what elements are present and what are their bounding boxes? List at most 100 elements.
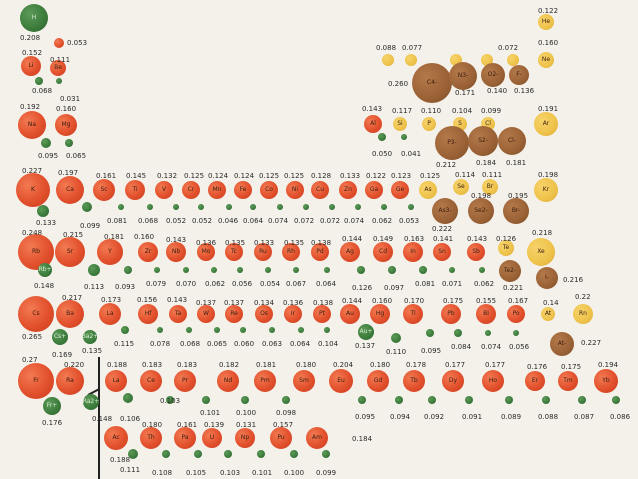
radius-value: 0.126 xyxy=(496,235,517,243)
radius-value: 0.095 xyxy=(355,413,376,421)
radius-value: 0.060 xyxy=(234,340,255,348)
ion-nd3-: Nd3+ xyxy=(241,396,249,404)
symbol-label: Cr xyxy=(187,186,195,193)
radius-value: 0.183 xyxy=(142,361,163,369)
atom-au: Au xyxy=(340,304,360,324)
radius-value: 0.063 xyxy=(262,340,283,348)
symbol-label: Al xyxy=(370,120,376,127)
atom-pa: Pa xyxy=(174,427,196,449)
symbol-label: W xyxy=(203,310,209,317)
atom-cs: Cs xyxy=(18,296,54,332)
radius-value: 0.126 xyxy=(352,284,373,292)
ion-al3-: Al3+ xyxy=(378,133,386,141)
radius-value: 0.217 xyxy=(62,294,83,302)
radius-value: 0.089 xyxy=(501,413,522,421)
radius-value: 0.128 xyxy=(311,172,332,180)
ion-ta5-: Ta5+ xyxy=(186,327,192,333)
symbol-label: Ne xyxy=(541,56,551,63)
symbol-label: Au+ xyxy=(359,328,373,335)
ion-k-: K+ xyxy=(37,205,49,217)
radius-value: 0.169 xyxy=(52,351,73,359)
radius-value: 0.143 xyxy=(362,105,383,113)
symbol-label: Pd xyxy=(316,248,324,255)
ion-li-: Li+ xyxy=(35,77,43,85)
atom-sr: Sr xyxy=(55,237,85,267)
ion-er3-: Er3+ xyxy=(542,396,550,404)
symbol-label: Nb xyxy=(171,248,181,255)
ion-br-: Br- xyxy=(503,198,529,224)
radius-value: 0.218 xyxy=(532,229,553,237)
symbol-label: Cl xyxy=(485,120,491,127)
radius-value: 0.052 xyxy=(166,217,187,225)
radius-value: 0.149 xyxy=(373,235,394,243)
atom-nd: Nd xyxy=(217,370,239,392)
ion-bi5-: Bi5+ xyxy=(485,330,491,336)
symbol-label: Cs xyxy=(32,310,40,317)
radius-value: 0.132 xyxy=(157,172,178,180)
radius-value: 0.192 xyxy=(20,103,41,111)
atom-ta: Ta xyxy=(169,305,187,323)
radius-value: 0.143 xyxy=(167,296,188,304)
radius-value: 0.143 xyxy=(166,236,187,244)
symbol-label: Ti xyxy=(132,186,138,193)
symbol-label: Pt xyxy=(319,310,325,317)
radius-value: 0.062 xyxy=(205,280,226,288)
atom-gd: Gd xyxy=(367,370,389,392)
symbol-label: Fe xyxy=(239,186,247,193)
ion-ge4-: Ge4+ xyxy=(408,204,414,210)
atom-be: Be xyxy=(50,60,66,76)
atom-po: Po xyxy=(507,305,525,323)
radius-value: 0.054 xyxy=(260,280,281,288)
atom-hf: Hf xyxy=(138,304,158,324)
radius-value: 0.053 xyxy=(399,217,420,225)
radius-value: 0.110 xyxy=(386,348,407,356)
ion-sm3-: Sm3+ xyxy=(282,396,290,404)
atom-y: Y xyxy=(97,239,123,265)
symbol-label: He xyxy=(541,18,551,25)
radius-value: 0.108 xyxy=(152,469,173,477)
symbol-label: Pr xyxy=(182,377,188,384)
atom-k: K xyxy=(16,173,50,207)
radius-value: 0.100 xyxy=(236,409,257,417)
symbol-label: Ga xyxy=(369,186,379,193)
ion-as3-: As3- xyxy=(432,198,458,224)
radius-value: 0.137 xyxy=(196,299,217,307)
radius-value: 0.064 xyxy=(316,280,337,288)
ion-dy3-: Dy3+ xyxy=(465,396,473,404)
atom-sc: Sc xyxy=(93,179,115,201)
radius-value: 0.088 xyxy=(538,413,559,421)
radius-value: 0.077 xyxy=(402,44,423,52)
radius-value: 0.079 xyxy=(146,280,167,288)
ion-co2-: Co2+ xyxy=(277,204,283,210)
symbol-label: Zn xyxy=(344,186,352,193)
radius-value: 0.101 xyxy=(200,409,221,417)
symbol-label: Ta xyxy=(174,310,182,317)
radius-value: 0.220 xyxy=(64,361,85,369)
radius-value: 0.135 xyxy=(284,239,305,247)
symbol-label: Ac xyxy=(112,434,120,441)
ion-f-: F- xyxy=(509,65,529,85)
radius-value: 0.064 xyxy=(290,340,311,348)
radius-value: 0.227 xyxy=(22,167,43,175)
atom-pm: Pm xyxy=(254,370,276,392)
symbol-label: P xyxy=(427,120,431,127)
ion-pt4-: Pt4+ xyxy=(324,327,330,333)
atom-ir: Ir xyxy=(284,305,302,323)
symbol-label: Ag xyxy=(346,248,354,255)
ion-hf4-: Hf4+ xyxy=(157,327,163,333)
symbol-label: Fr xyxy=(33,377,39,384)
ion-sr2-: Sr2+ xyxy=(88,264,100,276)
ion-os4-: Os4+ xyxy=(269,327,275,333)
atom-kr: Kr xyxy=(534,178,558,202)
radius-value: 0.078 xyxy=(150,340,171,348)
symbol-label: In xyxy=(410,248,416,255)
radius-value: 0.248 xyxy=(22,229,43,237)
radius-value: 0.156 xyxy=(137,296,158,304)
radius-value: 0.137 xyxy=(224,299,245,307)
ion-cu2-: Cu2+ xyxy=(329,204,335,210)
radius-value: 0.122 xyxy=(366,172,387,180)
ion-n3-: N3- xyxy=(449,62,477,90)
radius-value: 0.204 xyxy=(333,361,354,369)
atom-tc: Tc xyxy=(225,243,243,261)
atom-pu: Pu xyxy=(270,427,292,449)
